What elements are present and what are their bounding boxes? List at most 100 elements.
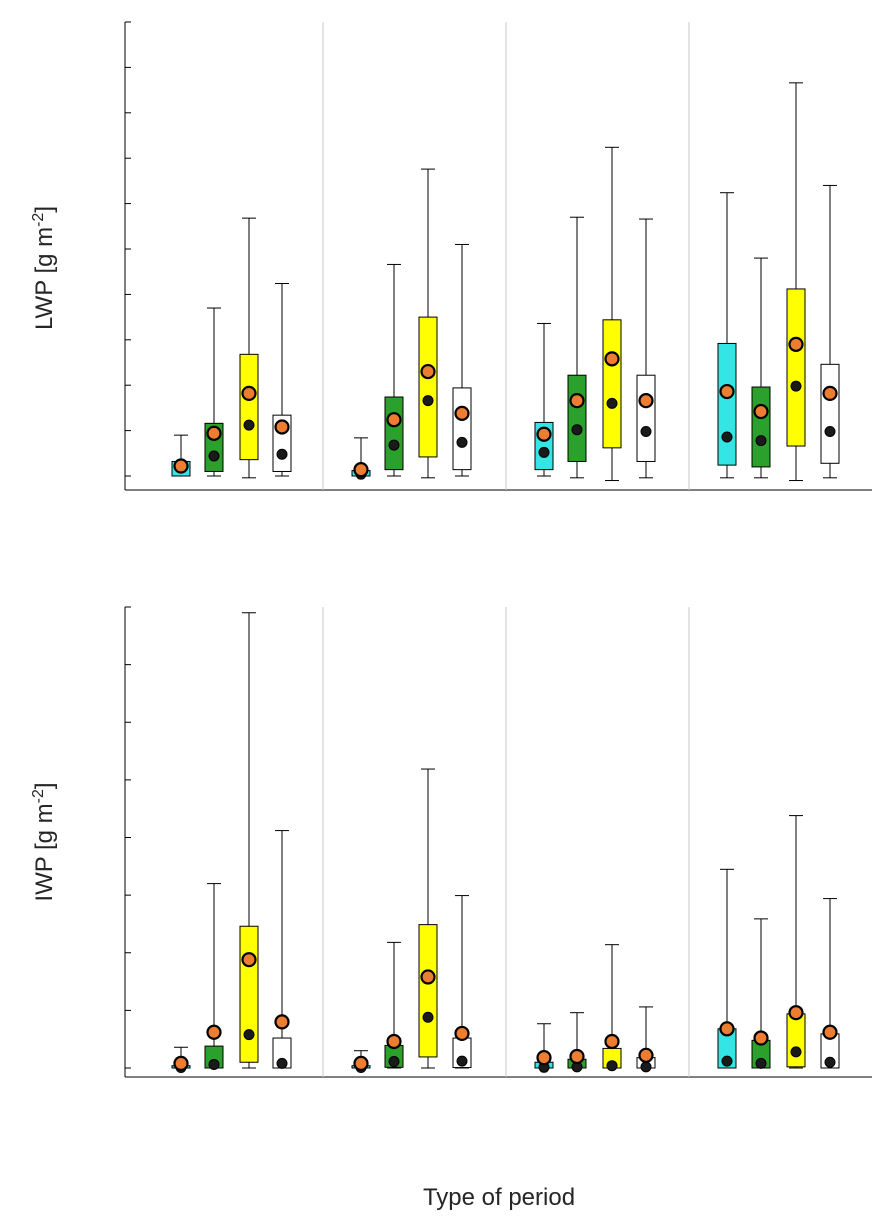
mean-marker	[420, 363, 436, 380]
median-marker	[824, 426, 836, 438]
mean-marker	[206, 1024, 222, 1040]
iqr-box	[239, 925, 259, 1063]
median-marker	[388, 439, 400, 451]
box-autumn-plusiwv	[786, 82, 806, 482]
iqr-box	[452, 387, 472, 471]
median-marker	[640, 1061, 652, 1073]
iqr-box	[567, 374, 587, 462]
iqr-box	[786, 1013, 806, 1068]
iqr-box	[820, 363, 840, 464]
box-spring-iwv	[384, 941, 404, 1069]
box-winter-total	[272, 283, 292, 477]
mean-marker	[454, 405, 470, 421]
iqr-box	[418, 924, 438, 1058]
box-spring-total	[452, 243, 472, 477]
median-marker	[422, 1011, 434, 1023]
median-marker	[640, 426, 652, 438]
iqr-box	[602, 319, 622, 449]
mean-marker	[274, 1014, 290, 1030]
y-axis-label-exponent: -2	[30, 789, 47, 803]
box-spring-plusiwv	[418, 168, 438, 479]
mean-marker	[604, 351, 620, 367]
mean-marker	[173, 458, 189, 474]
panel-b-iwp-chart: IWP [g m-2]	[30, 606, 872, 1078]
y-axis-label: LWP [g m-2]	[30, 206, 58, 330]
y-axis-label: IWP [g m-2]	[30, 782, 58, 901]
mean-marker	[206, 425, 222, 441]
box-winter-plusiwv	[239, 612, 259, 1069]
median-marker	[456, 1055, 468, 1067]
box-autumn-minusiwv	[717, 868, 737, 1069]
median-marker	[824, 1056, 836, 1068]
mean-marker	[386, 412, 402, 428]
mean-marker	[638, 1047, 654, 1063]
median-marker	[276, 1057, 288, 1069]
mean-marker	[788, 336, 804, 352]
median-marker	[243, 419, 255, 431]
mean-marker	[173, 1055, 189, 1071]
mean-marker	[274, 419, 290, 435]
mean-marker	[569, 1048, 585, 1065]
box-spring-minusiwv	[351, 1050, 371, 1074]
iqr-box	[239, 353, 259, 461]
mean-marker	[241, 385, 257, 401]
box-autumn-plusiwv	[786, 815, 806, 1069]
mean-marker	[353, 1055, 369, 1071]
box-autumn-minusiwv	[717, 192, 737, 479]
box-summer-plusiwv	[602, 146, 622, 482]
box-autumn-iwv	[751, 918, 771, 1069]
mean-marker	[536, 426, 552, 442]
iqr-box	[717, 342, 737, 466]
box-summer-minusiwv	[534, 322, 554, 477]
median-marker	[790, 380, 802, 392]
panel-a-lwp-chart: LWP [g m-2]	[30, 21, 872, 491]
box-winter-iwv	[204, 307, 224, 477]
box-summer-total	[636, 218, 656, 479]
iqr-box	[418, 316, 438, 458]
mean-marker	[454, 1025, 470, 1042]
median-marker	[456, 436, 468, 448]
mean-marker	[822, 1024, 838, 1040]
mean-marker	[788, 1005, 804, 1021]
iqr-box	[384, 396, 404, 471]
mean-marker	[719, 383, 735, 400]
median-marker	[538, 446, 550, 458]
mean-marker	[604, 1033, 620, 1050]
median-marker	[388, 1056, 400, 1068]
iqr-box	[786, 288, 806, 447]
median-marker	[571, 424, 583, 436]
mean-marker	[386, 1033, 402, 1050]
box-spring-iwv	[384, 263, 404, 477]
median-marker	[243, 1029, 255, 1041]
box-spring-plusiwv	[418, 768, 438, 1069]
mean-marker	[536, 1050, 552, 1066]
median-marker	[208, 450, 220, 462]
mean-marker	[241, 952, 257, 968]
box-summer-iwv	[567, 1012, 587, 1073]
median-marker	[422, 395, 434, 407]
box-winter-minusiwv	[171, 1046, 191, 1074]
y-axis-label-exponent: -2	[30, 213, 47, 227]
box-spring-minusiwv	[351, 437, 371, 480]
mean-marker	[753, 403, 769, 420]
mean-marker	[569, 393, 585, 409]
mean-marker	[638, 393, 654, 409]
box-winter-plusiwv	[239, 217, 259, 479]
box-autumn-iwv	[751, 257, 771, 479]
box-summer-total	[636, 1006, 656, 1073]
box-summer-iwv	[567, 216, 587, 479]
box-winter-minusiwv	[171, 434, 191, 477]
y-axis-label-text: LWP [g m	[31, 227, 58, 330]
median-marker	[790, 1046, 802, 1058]
box-winter-total	[272, 830, 292, 1069]
median-marker	[208, 1059, 220, 1071]
mean-marker	[719, 1021, 735, 1037]
box-autumn-total	[820, 898, 840, 1069]
mean-marker	[822, 385, 838, 401]
x-axis-label: Type of period	[423, 1184, 575, 1211]
y-axis-label-text: IWP [g m	[31, 803, 58, 901]
box-summer-plusiwv	[602, 944, 622, 1072]
box-spring-total	[452, 895, 472, 1069]
median-marker	[755, 1057, 767, 1069]
